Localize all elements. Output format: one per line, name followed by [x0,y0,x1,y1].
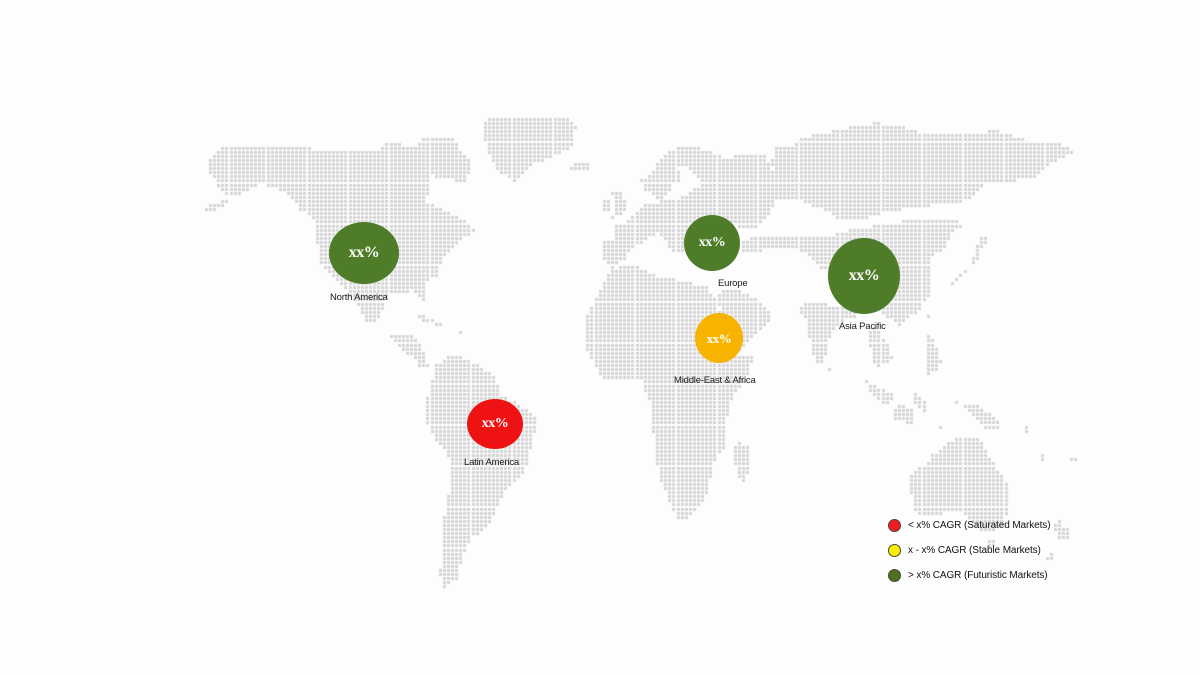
bubble-value-middle-east-africa: xx% [706,330,732,346]
bubble-circle-asia-pacific: xx% [828,238,900,314]
legend-label-saturated: < x% CAGR (Saturated Markets) [908,519,1051,531]
bubble-label-north-america: North America [330,292,388,303]
bubble-label-asia-pacific: Asia Pacific [839,321,886,332]
legend-item-saturated[interactable]: < x% CAGR (Saturated Markets) [888,518,1051,532]
legend-item-futuristic[interactable]: > x% CAGR (Futuristic Markets) [888,568,1050,582]
bubble-value-north-america: xx% [348,244,380,261]
bubble-circle-latin-america: xx% [467,399,523,449]
legend-label-futuristic: > x% CAGR (Futuristic Markets) [908,569,1048,581]
bubble-circle-europe: xx% [684,215,740,271]
cagr-legend: < x% CAGR (Saturated Markets) x - x% CAGR… [888,518,1051,582]
bubble-value-latin-america: xx% [481,416,509,431]
bubble-circle-middle-east-africa: xx% [695,313,743,363]
legend-dot-saturated [888,518,901,532]
bubble-value-europe: xx% [698,235,726,250]
legend-item-stable[interactable]: x - x% CAGR (Stable Markets) [888,543,1050,557]
bubble-circle-north-america: xx% [329,222,399,284]
legend-dot-stable [888,543,901,557]
legend-label-stable: x - x% CAGR (Stable Markets) [908,544,1041,556]
bubble-label-europe: Europe [718,278,748,289]
bubble-value-asia-pacific: xx% [848,267,880,284]
legend-dot-futuristic [888,568,901,582]
bubble-label-latin-america: Latin America [464,457,519,468]
bubble-label-middle-east-africa: Middle-East & Africa [674,375,756,386]
